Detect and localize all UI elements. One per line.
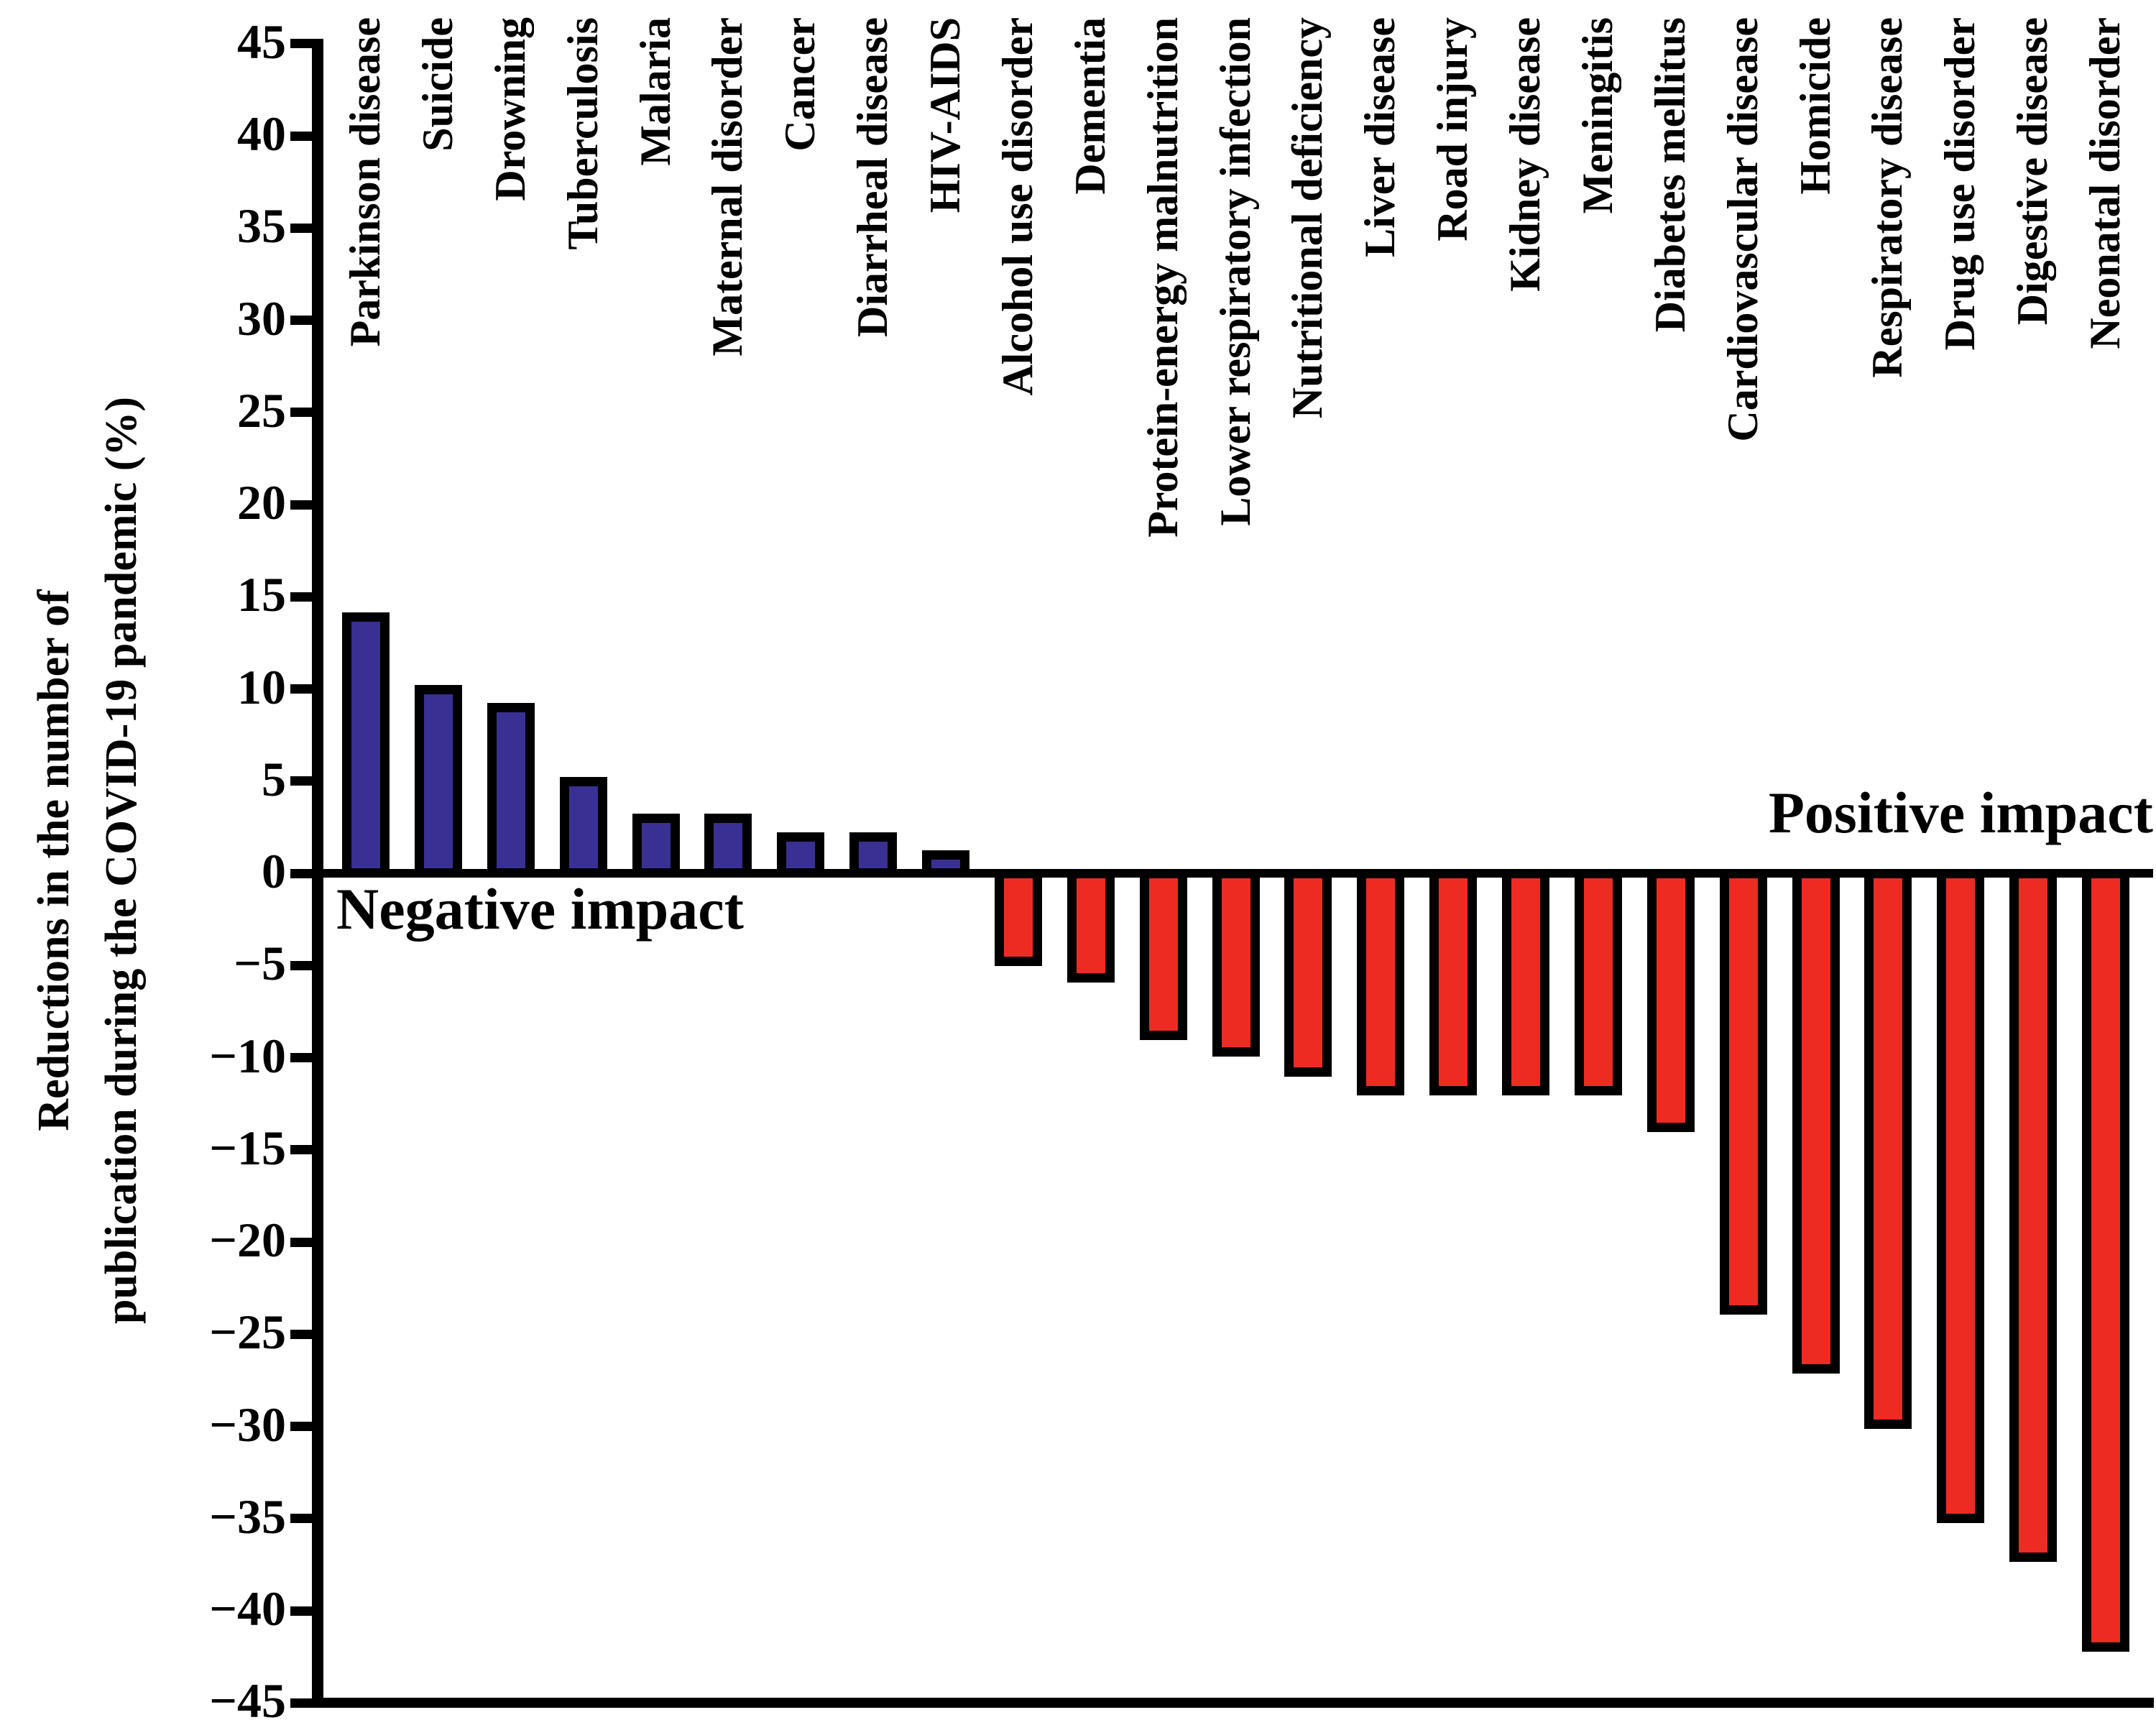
category-label-homicide: Homicide [1792,17,1839,195]
bar-drug-use-disorder [1937,869,1984,1523]
bar-digestive-disease [2009,869,2057,1562]
category-label-neonatal-disorder: Neonatal disorder [2081,17,2129,349]
bar-malaria [632,814,680,878]
y-axis-title-line1: Reductions in the number of [29,589,78,1131]
y-axis-tick-label: 15 [237,567,286,622]
category-label-hiv-aids: HIV-AIDS [921,17,969,213]
y-axis-tick [290,1606,323,1616]
bar-diabetes-mellitus [1647,869,1695,1132]
category-label-meningitis: Meningitis [1574,17,1621,214]
category-label-tuberculosis: Tuberculosis [559,17,607,250]
category-label-dementia: Dementia [1067,17,1114,195]
y-axis-tick-label: 45 [237,14,286,69]
category-label-alcohol-use-disorder: Alcohol use disorder [994,17,1041,396]
y-axis-tick-label: 0 [262,844,286,898]
category-label-nutritional-deficiency: Nutritional deficiency [1284,17,1331,419]
y-axis-tick-label: −35 [209,1489,286,1544]
bar-cardiovascular-disease [1720,869,1767,1315]
bar-drowning [487,703,535,878]
category-label-kidney-disease: Kidney disease [1501,17,1549,292]
bar-nutritional-deficiency [1284,869,1332,1077]
y-axis-tick-label: 40 [237,106,286,161]
category-label-drug-use-disorder: Drug use disorder [1936,17,1984,351]
bar-tuberculosis [560,777,607,878]
category-label-suicide: Suicide [414,17,461,152]
category-label-cardiovascular-disease: Cardiovascular disease [1719,17,1766,442]
y-axis-tick-label: 35 [237,198,286,253]
y-axis-tick-label: −30 [209,1397,286,1452]
bar-diarrheal-disease [849,832,897,878]
bar-dementia [1067,869,1115,983]
bar-road-injury [1429,869,1477,1095]
y-axis-tick-label: −15 [209,1121,286,1175]
y-axis-tick [290,961,323,970]
bar-hiv-aids [922,850,969,878]
y-axis-tick-label: −40 [209,1581,286,1636]
bar-suicide [415,685,462,878]
y-axis-tick-label: −25 [209,1305,286,1359]
category-label-malaria: Malaria [632,17,679,166]
bar-liver-disease [1357,869,1404,1095]
category-label-parkinson-disease: Parkinson disease [341,17,389,347]
y-axis-tick [290,869,323,878]
y-axis-tick-label: 5 [262,752,286,806]
y-axis-tick-label: −45 [209,1673,286,1720]
y-axis-tick-label: 25 [237,383,286,438]
bottom-axis-line [312,1698,2154,1708]
y-axis-tick [290,684,323,694]
y-axis-tick [290,1053,323,1062]
bar-parkinson-disease [342,612,390,878]
bar-alcohol-use-disorder [995,869,1042,966]
bar-kidney-disease [1502,869,1549,1095]
y-axis-tick [290,224,323,233]
y-axis-tick [290,39,323,48]
category-label-maternal-disorder: Maternal disorder [704,17,751,357]
category-label-diabetes-mellitus: Diabetes mellitus [1646,17,1694,333]
category-label-protein-energy-malnutrition: Protein-energy malnutrition [1139,17,1187,538]
y-axis-tick-label: 10 [237,660,286,714]
bar-maternal-disorder [704,814,752,878]
y-axis-tick [290,1238,323,1247]
category-label-road-injury: Road injury [1429,17,1476,242]
bar-lower-respiratory-infection [1212,869,1260,1057]
category-label-lower-respiratory-infection: Lower respiratory infection [1212,17,1259,526]
y-axis-tick [290,1145,323,1154]
bar-neonatal-disorder [2082,869,2129,1652]
y-axis-tick-label: 30 [237,291,286,346]
y-axis-tick [290,592,323,602]
bar-cancer [777,832,824,878]
bar-homicide [1792,869,1840,1374]
bar-respiratory-disease [1864,869,1912,1429]
y-axis-tick-label: −20 [209,1213,286,1267]
category-label-drowning: Drowning [487,17,534,201]
y-axis-tick [290,500,323,510]
category-label-digestive-disease: Digestive disease [2009,17,2056,326]
y-axis-tick [290,132,323,141]
negative-impact-label: Negative impact [336,876,744,942]
bar-protein-energy-malnutrition [1140,869,1187,1040]
y-axis-tick [290,1422,323,1431]
category-label-respiratory-disease: Respiratory disease [1864,17,1911,378]
y-axis-tick [290,1698,323,1708]
y-axis-tick [290,776,323,786]
y-axis-tick [290,1330,323,1339]
category-label-diarrheal-disease: Diarrheal disease [849,17,896,337]
category-label-cancer: Cancer [776,17,824,152]
y-axis-tick-label: 20 [237,475,286,530]
positive-impact-label: Positive impact [1768,780,2153,845]
category-label-liver-disease: Liver disease [1356,17,1404,257]
y-axis-tick [290,408,323,417]
y-axis-tick-label: −5 [234,936,286,990]
bar-meningitis [1575,869,1622,1095]
y-axis-tick-label: −10 [209,1029,286,1083]
y-axis-tick [290,1514,323,1523]
y-axis-tick [290,316,323,325]
